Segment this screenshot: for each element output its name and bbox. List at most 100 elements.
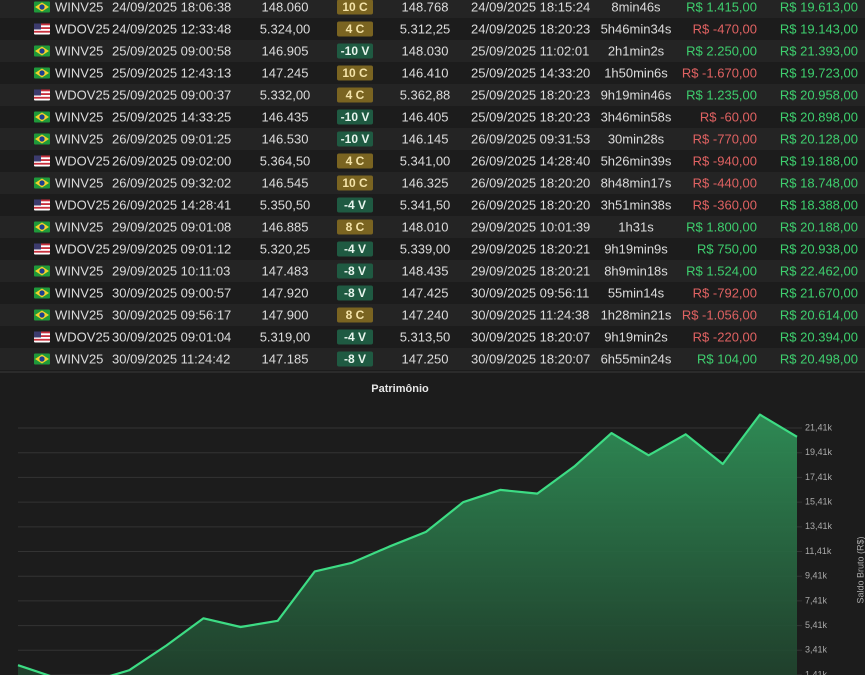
cell-text: R$ 19.188,00 xyxy=(780,153,858,168)
row-background xyxy=(0,326,865,348)
flag-stripe xyxy=(34,89,50,92)
quantity-badge xyxy=(337,131,373,147)
cell-text: 5.324,00 xyxy=(260,21,311,36)
row-background xyxy=(0,128,865,150)
quantity-label: -4 V xyxy=(344,198,366,212)
quantity-badge xyxy=(337,263,373,279)
cell-text: 5.362,88 xyxy=(400,87,451,102)
cell-text: WINV25 xyxy=(55,43,103,58)
flag-us xyxy=(34,199,50,211)
quantity-label: -8 V xyxy=(344,264,366,278)
cell-text: 29/09/2025 10:01:39 xyxy=(471,219,590,234)
flag-br xyxy=(34,309,50,321)
cell-text: 30min28s xyxy=(608,131,665,146)
quantity-badge xyxy=(337,87,373,103)
quantity-badge xyxy=(337,109,373,125)
cell-text: WINV25 xyxy=(55,307,103,322)
cell-text: R$ -1.670,00 xyxy=(682,65,757,80)
flag-globe xyxy=(39,224,45,230)
cell-text: 30/09/2025 18:20:07 xyxy=(471,351,590,366)
cell-text: 147.483 xyxy=(262,263,309,278)
cell-text: 30/09/2025 09:56:11 xyxy=(471,285,589,300)
y-axis-title: Saldo Bruto (R$) xyxy=(855,536,865,603)
cell-text: R$ 20.938,00 xyxy=(780,241,858,256)
flag-stripe xyxy=(34,247,50,249)
cell-text: R$ 20.614,00 xyxy=(780,307,858,322)
cell-text: 5.320,25 xyxy=(260,241,311,256)
flag-globe xyxy=(39,48,45,54)
row-background xyxy=(0,84,865,106)
flag-br xyxy=(34,67,50,79)
cell-text: 29/09/2025 18:20:21 xyxy=(471,241,590,256)
cell-text: 1h50min6s xyxy=(604,65,668,80)
cell-text: 2h1min2s xyxy=(608,43,665,58)
cell-text: 9h19min46s xyxy=(601,87,672,102)
cell-text: WINV25 xyxy=(55,263,103,278)
cell-text: 25/09/2025 14:33:20 xyxy=(471,65,590,80)
cell-text: 5.341,00 xyxy=(400,153,451,168)
quantity-badge xyxy=(337,65,373,81)
cell-text: WINV25 xyxy=(55,219,103,234)
flag-br xyxy=(34,177,50,189)
cell-text: R$ 18.388,00 xyxy=(780,197,858,212)
cell-text: 9h19min9s xyxy=(604,241,668,256)
cell-text: 25/09/2025 11:02:01 xyxy=(471,43,589,58)
cell-text: WDOV25 xyxy=(55,21,110,36)
y-tick-label: 19,41k xyxy=(805,447,833,457)
cell-text: R$ 19.143,00 xyxy=(780,21,858,36)
y-tick-label: 13,41k xyxy=(805,521,833,531)
quantity-badge xyxy=(337,241,373,257)
row-background xyxy=(0,216,865,238)
flag-us xyxy=(34,243,50,255)
flag-globe xyxy=(39,312,45,318)
cell-text: 148.768 xyxy=(402,0,449,14)
cell-text: R$ 20.898,00 xyxy=(780,109,858,124)
quantity-badge xyxy=(337,197,373,213)
cell-text: 25/09/2025 09:00:58 xyxy=(112,43,231,58)
y-tick-label: 5,41k xyxy=(805,620,828,630)
quantity-label: -10 V xyxy=(341,44,370,58)
cell-text: R$ 1.524,00 xyxy=(686,263,757,278)
flag-stripe xyxy=(34,155,50,158)
cell-text: R$ 20.394,00 xyxy=(780,329,858,344)
cell-text: 5.364,50 xyxy=(260,153,311,168)
cell-text: 146.530 xyxy=(262,131,309,146)
quantity-badge xyxy=(337,329,373,345)
quantity-label: -10 V xyxy=(341,132,370,146)
cell-text: 148.010 xyxy=(402,219,449,234)
flag-globe xyxy=(39,70,45,76)
cell-text: 3h46min58s xyxy=(601,109,672,124)
quantity-label: 4 C xyxy=(346,22,365,36)
cell-text: 26/09/2025 14:28:40 xyxy=(471,153,590,168)
cell-text: 26/09/2025 09:02:00 xyxy=(112,153,231,168)
y-tick-label: 7,41k xyxy=(805,595,828,605)
flag-us xyxy=(34,89,50,101)
flag-canton xyxy=(34,331,41,338)
cell-text: 5h46min34s xyxy=(601,21,672,36)
y-tick-label: 15,41k xyxy=(805,496,833,506)
area-fill xyxy=(18,414,797,675)
cell-text: 146.545 xyxy=(262,175,309,190)
cell-text: R$ 20.498,00 xyxy=(780,351,858,366)
flag-globe xyxy=(39,180,45,186)
quantity-badge xyxy=(337,219,373,235)
row-background xyxy=(0,172,865,194)
cell-text: R$ 20.958,00 xyxy=(780,87,858,102)
cell-text: 147.245 xyxy=(262,65,309,80)
cell-text: 8h48min17s xyxy=(601,175,672,190)
flag-stripe xyxy=(34,335,50,337)
cell-text: WINV25 xyxy=(55,175,103,190)
cell-text: 146.325 xyxy=(402,175,449,190)
row-background xyxy=(0,194,865,216)
cell-text: R$ 21.670,00 xyxy=(780,285,858,300)
y-tick-label: 11,41k xyxy=(805,546,832,556)
flag-canton xyxy=(34,199,41,206)
cell-text: 26/09/2025 14:28:41 xyxy=(112,197,231,212)
cell-text: 147.240 xyxy=(402,307,449,322)
flag-globe xyxy=(39,4,45,10)
cell-text: R$ -470,00 xyxy=(693,21,757,36)
quantity-label: -4 V xyxy=(344,330,366,344)
cell-text: 29/09/2025 09:01:08 xyxy=(112,219,231,234)
cell-text: R$ -940,00 xyxy=(693,153,757,168)
quantity-label: 4 C xyxy=(346,154,365,168)
